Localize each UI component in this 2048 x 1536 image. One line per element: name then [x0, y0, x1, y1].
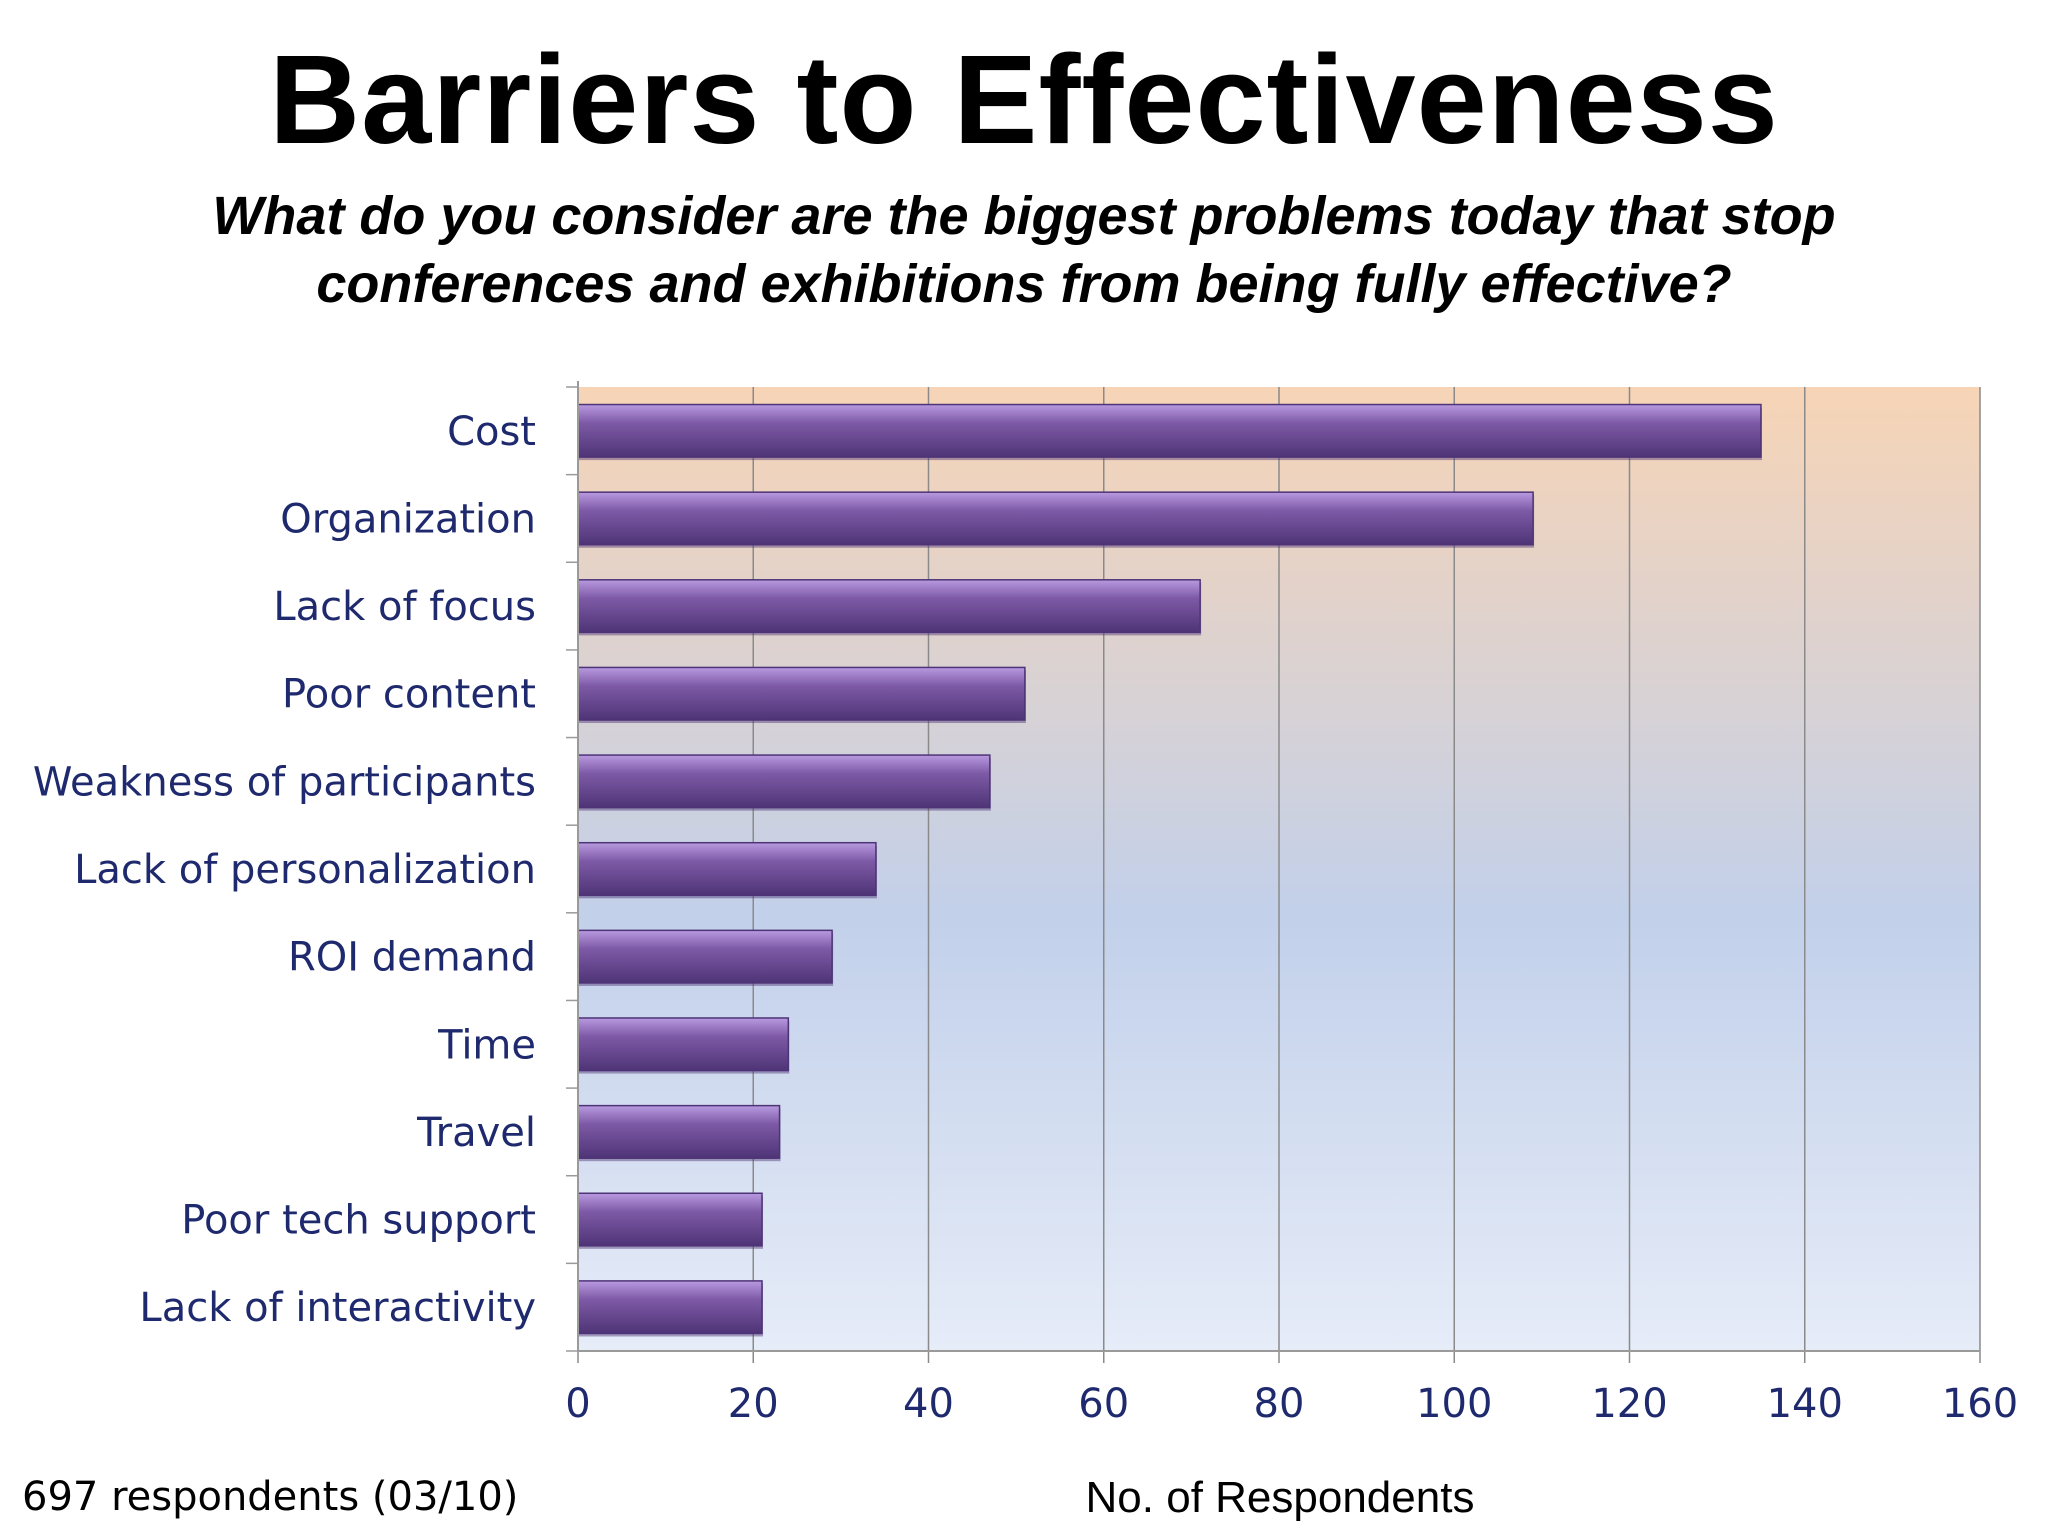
category-labels: Cost Organization Lack of focus Poor conten…: [33, 409, 536, 1331]
x-tick-label: 0: [565, 1381, 590, 1427]
x-axis-title: No. of Respondents: [1086, 1473, 1475, 1522]
bars: [577, 403, 1762, 1337]
x-tick-label: 20: [728, 1381, 779, 1427]
category-label: Cost: [447, 409, 536, 455]
bar-lack-of-focus: [577, 579, 1201, 634]
x-tick-labels: 0 20 40 60 80 100 120 140 160: [565, 1381, 2018, 1427]
category-label: Weakness of participants: [33, 759, 536, 805]
survey-question: What do you consider are the biggest pro…: [212, 186, 1836, 314]
x-tick-label: 100: [1416, 1381, 1492, 1427]
category-label: Organization: [280, 496, 536, 542]
category-label: Lack of focus: [273, 584, 536, 630]
bar-poor-tech-support: [577, 1192, 763, 1247]
axes: [566, 381, 1980, 1352]
bar-cost: [577, 403, 1762, 458]
bar-poor-content: [577, 666, 1026, 721]
bar-chart: Cost Organization Lack of focus Poor conten…: [0, 360, 2048, 1536]
bar-lack-of-interactivity: [577, 1280, 763, 1335]
bar-organization: [577, 491, 1534, 546]
x-tick-label: 40: [903, 1381, 954, 1427]
x-tick-label: 140: [1767, 1381, 1843, 1427]
category-label: Poor content: [282, 672, 536, 718]
category-label: Lack of interactivity: [139, 1285, 536, 1331]
x-tick-label: 120: [1591, 1381, 1667, 1427]
category-label: ROI demand: [288, 935, 536, 981]
bar-travel: [577, 1104, 781, 1159]
x-tick-label: 160: [1942, 1381, 2018, 1427]
respondents-footnote: 697 respondents (03/10): [22, 1474, 519, 1520]
category-label: Poor tech support: [181, 1198, 536, 1244]
category-label: Lack of personalization: [74, 847, 536, 893]
x-tick-label: 80: [1254, 1381, 1305, 1427]
category-label: Time: [437, 1022, 536, 1068]
x-tick-label: 60: [1078, 1381, 1129, 1427]
bar-lack-of-personalization: [577, 841, 877, 897]
slide-title: Barriers to Effectiveness: [269, 29, 1779, 170]
category-label: Travel: [416, 1110, 536, 1156]
bar-roi-demand: [577, 929, 833, 984]
bar-chart-svg: Cost Organization Lack of focus Poor conten…: [33, 381, 2018, 1522]
bar-weakness-of-participants: [577, 754, 991, 809]
bar-time: [577, 1017, 790, 1072]
